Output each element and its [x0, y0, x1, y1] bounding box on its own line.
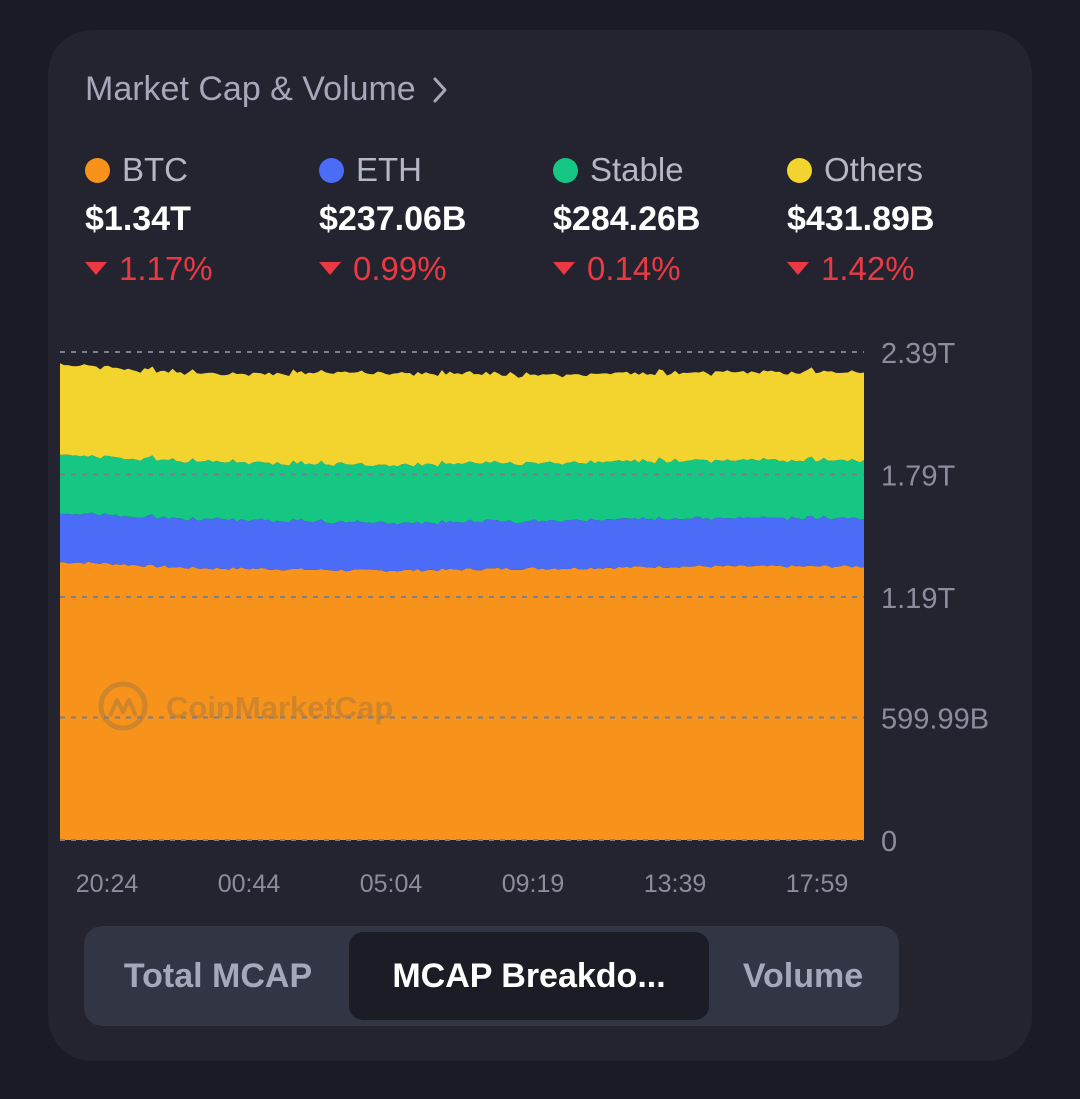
- stat-name: Stable: [590, 151, 684, 188]
- stable-color-dot: [553, 157, 578, 183]
- tab-total-mcap[interactable]: Total MCAP: [123, 956, 313, 995]
- card-title: Market Cap & Volume: [85, 70, 416, 108]
- caret-down-icon: [553, 262, 575, 275]
- caret-down-icon: [319, 262, 341, 275]
- stat-name: ETH: [356, 151, 422, 188]
- stat-value: $1.34T: [85, 200, 191, 238]
- chart-mode-toggle: Total MCAP MCAP Breakdo... Volume: [84, 926, 899, 1026]
- caret-down-icon: [787, 262, 809, 275]
- market-cap-header-link[interactable]: Market Cap & Volume: [85, 70, 450, 109]
- stat-name: Others: [824, 151, 924, 188]
- stat-change: 1.42%: [821, 250, 915, 287]
- eth-color-dot: [319, 157, 344, 183]
- stat-value: $431.89B: [787, 200, 935, 238]
- tab-volume[interactable]: Volume: [742, 956, 864, 995]
- chevron-right-icon: [433, 77, 447, 102]
- stat-value: $237.06B: [319, 200, 467, 238]
- stat-change: 0.14%: [587, 250, 681, 287]
- stat-change: 0.99%: [353, 250, 447, 287]
- tab-mcap-breakdown[interactable]: MCAP Breakdo...: [349, 932, 709, 1020]
- stat-name: BTC: [122, 151, 188, 188]
- stat-btc: BTC $1.34T 1.17%: [85, 148, 319, 288]
- stat-change: 1.17%: [119, 250, 213, 287]
- stat-value: $284.26B: [553, 200, 701, 238]
- stat-stable: Stable $284.26B 0.14%: [553, 148, 787, 288]
- stat-others: Others $431.89B 1.42%: [787, 148, 1021, 288]
- btc-color-dot: [85, 157, 110, 183]
- stat-eth: ETH $237.06B 0.99%: [319, 148, 553, 288]
- others-color-dot: [787, 157, 812, 183]
- market-cap-card: Market Cap & Volume BTC $1.34T 1.17% ETH…: [48, 30, 1032, 1061]
- caret-down-icon: [85, 262, 107, 275]
